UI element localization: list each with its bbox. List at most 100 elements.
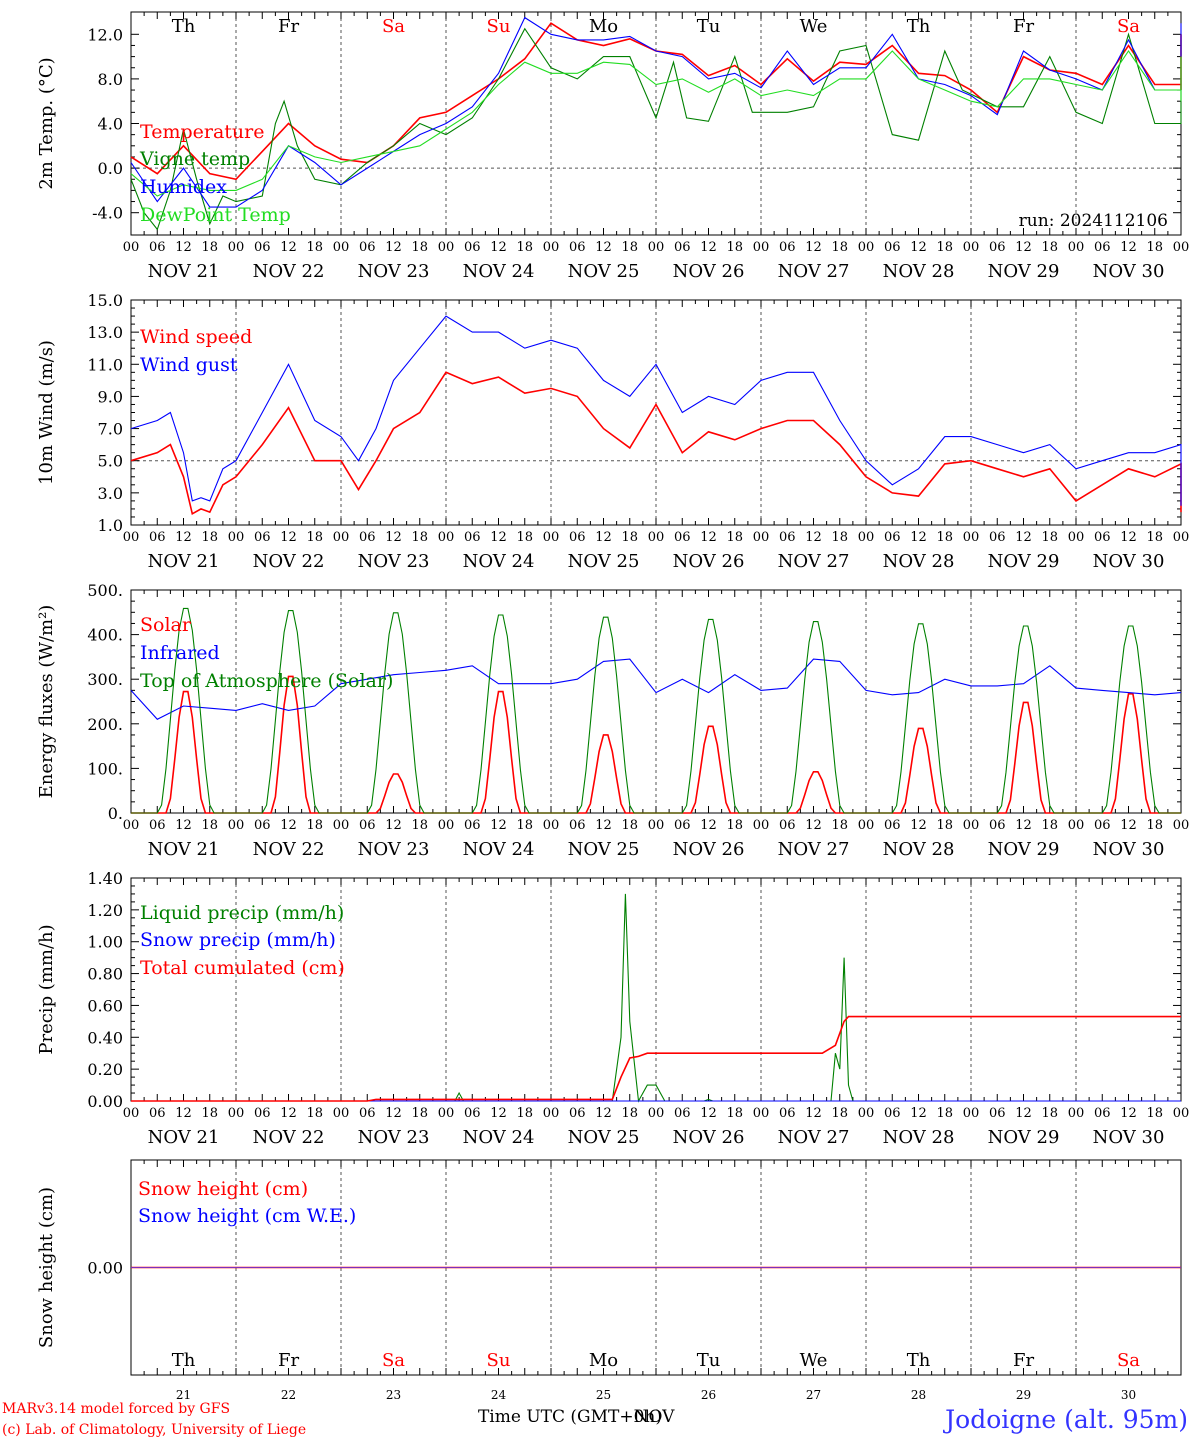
day-name-label: Fr	[1013, 1350, 1034, 1371]
hour-tick-label: 18	[936, 240, 953, 255]
hour-tick-label: 06	[254, 818, 271, 833]
series-line	[130, 22, 1182, 181]
hour-tick-label: 06	[779, 818, 796, 833]
hour-tick-label: 00	[858, 530, 875, 545]
date-label: NOV 22	[253, 551, 325, 572]
hour-tick-label: 00	[753, 1106, 770, 1121]
hour-tick-label: 00	[543, 240, 560, 255]
legend-entry: Liquid precip (mm/h)	[140, 902, 344, 924]
hour-tick-label: 12	[910, 530, 927, 545]
hour-tick-label: 18	[516, 1106, 533, 1121]
day-name-label: We	[800, 1350, 828, 1371]
hour-tick-label: 06	[674, 818, 691, 833]
hour-tick-label: 18	[411, 818, 428, 833]
day-name-label: Su	[487, 16, 511, 37]
hour-tick-label: 00	[963, 240, 980, 255]
day-name-label: Fr	[278, 1350, 299, 1371]
date-label: NOV 28	[883, 551, 955, 572]
hour-tick-label: 18	[936, 1106, 953, 1121]
y-tick-label: 3.0	[98, 484, 123, 503]
hour-tick-label: 00	[123, 240, 140, 255]
hour-tick-label: 12	[280, 240, 297, 255]
hour-tick-label: 18	[201, 240, 218, 255]
hour-tick-label: 18	[936, 530, 953, 545]
hour-tick-label: 12	[385, 818, 402, 833]
hour-tick-label: 12	[910, 1106, 927, 1121]
day-number-label: 28	[911, 1388, 926, 1402]
date-label: NOV 29	[988, 839, 1060, 860]
hour-tick-label: 00	[1068, 240, 1085, 255]
day-number-label: 23	[386, 1388, 401, 1402]
hour-tick-label: 06	[989, 530, 1006, 545]
day-number-label: 26	[701, 1388, 716, 1402]
hour-tick-label: 18	[306, 530, 323, 545]
panel-2: 1.0 3.0 5.0 7.0 9.0 11.0 13.0 15.0 10m Wind (m/s…	[36, 291, 1189, 572]
hour-tick-label: 00	[753, 240, 770, 255]
date-label: NOV 28	[883, 1127, 955, 1148]
day-name-label: Sa	[382, 1350, 405, 1371]
legend-entry: Snow precip (mm/h)	[140, 929, 336, 951]
hour-tick-label: 12	[1120, 530, 1137, 545]
location-title: Jodoigne (alt. 95m)	[942, 1405, 1188, 1434]
hour-tick-label: 18	[201, 530, 218, 545]
hour-tick-label: 12	[1120, 240, 1137, 255]
hour-tick-label: 06	[464, 818, 481, 833]
hour-tick-label: 00	[1068, 818, 1085, 833]
panel-5: 0.00 Snow height (cm) Th Fr Sa Su Mo Tu We Th Fr Sa…	[36, 1159, 1182, 1402]
day-name-label: Tu	[697, 1350, 721, 1371]
series-line	[130, 658, 1182, 720]
hour-tick-label: 00	[1173, 818, 1190, 833]
date-label: NOV 29	[988, 261, 1060, 282]
hour-tick-label: 18	[306, 240, 323, 255]
y-tick-label: 100.	[87, 759, 123, 778]
hour-tick-label: 18	[411, 530, 428, 545]
hour-tick-label: 00	[963, 818, 980, 833]
date-label: NOV 24	[463, 839, 535, 860]
hour-tick-label: 12	[385, 530, 402, 545]
hour-tick-label: 06	[989, 818, 1006, 833]
hour-tick-label: 12	[805, 818, 822, 833]
day-name-label: Fr	[278, 16, 299, 37]
y-tick-label: 1.00	[87, 933, 123, 952]
time-axis-overlap-label: NOV	[634, 1407, 676, 1427]
hour-tick-label: 18	[831, 530, 848, 545]
hour-tick-label: 06	[884, 818, 901, 833]
hour-tick-label: 12	[490, 818, 507, 833]
hour-tick-label: 06	[674, 240, 691, 255]
hour-tick-label: 06	[569, 240, 586, 255]
series-line	[130, 371, 1182, 516]
day-name-label: Mo	[589, 16, 618, 37]
hour-tick-label: 18	[726, 818, 743, 833]
legend-entry: Wind gust	[140, 354, 238, 376]
y-tick-label: 4.0	[98, 115, 123, 134]
date-label: NOV 21	[148, 839, 220, 860]
hour-tick-label: 06	[359, 818, 376, 833]
credit-line-2: (c) Lab. of Climatology, University of L…	[2, 1422, 306, 1438]
hour-tick-label: 00	[123, 530, 140, 545]
hour-tick-label: 00	[858, 818, 875, 833]
hour-tick-label: 12	[805, 240, 822, 255]
legend-entry: Snow height (cm)	[138, 1178, 308, 1200]
legend-entry: Wind speed	[140, 326, 252, 348]
y-tick-label: 8.0	[98, 70, 123, 89]
legend-entry: Humidex	[140, 176, 227, 198]
hour-tick-label: 18	[831, 240, 848, 255]
day-name-label: Fr	[1013, 16, 1034, 37]
y-tick-label: 500.	[87, 581, 123, 600]
date-label: NOV 30	[1093, 1127, 1165, 1148]
day-number-label: 21	[176, 1388, 191, 1402]
hour-tick-label: 12	[595, 818, 612, 833]
day-name-label: Sa	[1117, 1350, 1140, 1371]
legend-entry: Temperature	[140, 121, 264, 143]
hour-tick-label: 00	[228, 1106, 245, 1121]
date-label: NOV 25	[568, 261, 640, 282]
day-name-label: Th	[907, 1350, 931, 1371]
hour-tick-label: 12	[1015, 240, 1032, 255]
hour-tick-label: 06	[674, 530, 691, 545]
series-line	[130, 50, 1182, 197]
date-label: NOV 22	[253, 1127, 325, 1148]
hour-tick-label: 06	[1094, 530, 1111, 545]
day-number-label: 25	[596, 1388, 611, 1402]
hour-tick-label: 18	[201, 1106, 218, 1121]
hour-tick-label: 18	[621, 530, 638, 545]
